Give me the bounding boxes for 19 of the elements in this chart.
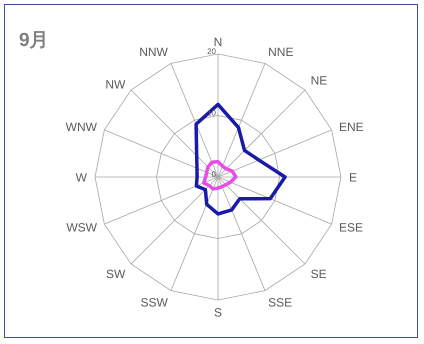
spoke-label: NW [105, 78, 126, 92]
spoke-label: NE [310, 73, 328, 88]
spoke-label: SW [106, 267, 126, 282]
spoke-label: SSW [140, 296, 169, 310]
chart-title: 9月 [19, 29, 49, 53]
spoke-label: ENE [339, 120, 364, 134]
spoke-label: WSW [66, 220, 98, 234]
spoke-label: NNW [139, 44, 169, 59]
spoke-label: S [214, 306, 222, 320]
y-tick-label: 0 [212, 170, 217, 179]
spoke-label: W [76, 170, 88, 184]
spoke-label: SE [310, 267, 327, 282]
spoke-label: E [349, 170, 358, 184]
spoke-label: NNE [268, 44, 294, 59]
spoke-label: WNW [66, 120, 98, 134]
spoke-label: ESE [339, 220, 364, 234]
spoke-label: SSE [268, 296, 292, 310]
y-tick-label: 20 [207, 47, 217, 56]
spoke-label: N [214, 35, 222, 49]
